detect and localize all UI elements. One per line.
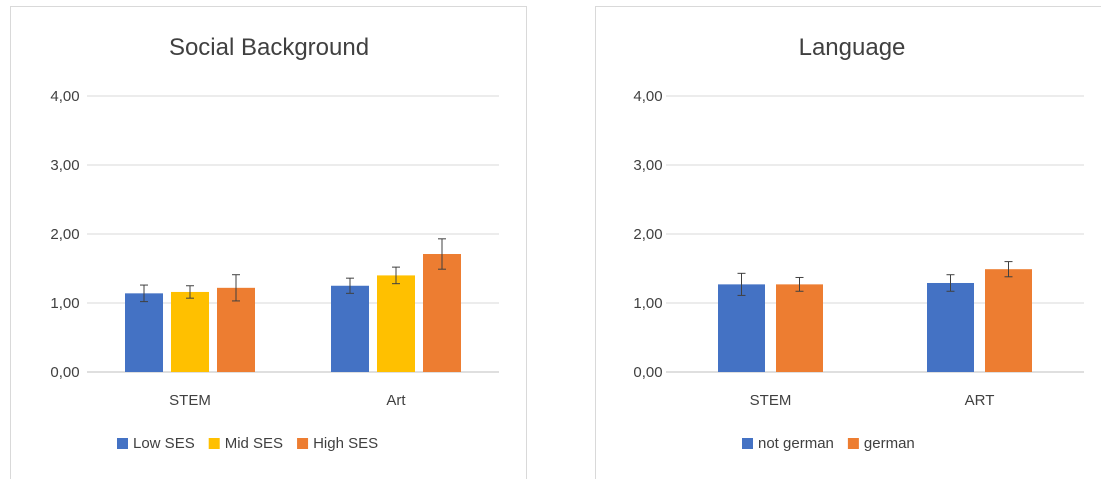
legend-label: german [864, 435, 915, 452]
y-tick-label: 4,00 [633, 88, 662, 105]
bar [331, 285, 369, 372]
chart-title: Social Background [169, 34, 369, 61]
y-tick-label: 0,00 [633, 364, 662, 381]
legend-swatch [742, 438, 753, 449]
chart-language: Language 0,00 1,00 2,00 3,00 4,00 STEM ART not … [633, 34, 1084, 452]
chart-panel-social-background: Social Background 0,00 1,00 2,00 3,00 4,00 ST… [10, 6, 527, 479]
y-tick-label: 0,00 [50, 364, 79, 381]
bar [377, 275, 415, 372]
bar [776, 284, 823, 372]
legend-label: Mid SES [225, 435, 283, 452]
category-label: STEM [750, 392, 792, 409]
y-tick-label: 4,00 [50, 88, 79, 105]
bar [423, 254, 461, 372]
legend-label: not german [758, 435, 834, 452]
bar [171, 291, 209, 372]
category-label: ART [965, 392, 995, 409]
y-tick-label: 1,00 [50, 295, 79, 312]
legend-label: Low SES [133, 435, 195, 452]
category-label: Art [386, 392, 406, 409]
y-tick-label: 2,00 [633, 226, 662, 243]
y-tick-label: 2,00 [50, 226, 79, 243]
chart-panel-language: Language 0,00 1,00 2,00 3,00 4,00 STEM ART not … [595, 6, 1101, 479]
y-tick-label: 1,00 [633, 295, 662, 312]
bar [927, 282, 974, 372]
legend-swatch [208, 438, 220, 449]
bar [985, 269, 1032, 372]
y-tick-label: 3,00 [633, 157, 662, 174]
bar [718, 284, 765, 372]
chart-title: Language [799, 34, 906, 61]
legend-swatch [297, 438, 309, 449]
legend-label: High SES [313, 435, 378, 452]
bar [125, 293, 163, 372]
y-tick-label: 3,00 [50, 157, 79, 174]
legend-swatch [117, 438, 128, 449]
legend-swatch [847, 438, 859, 449]
category-label: STEM [169, 392, 211, 409]
bar [217, 287, 255, 372]
chart-social-background: Social Background 0,00 1,00 2,00 3,00 4,00 ST… [50, 34, 499, 452]
